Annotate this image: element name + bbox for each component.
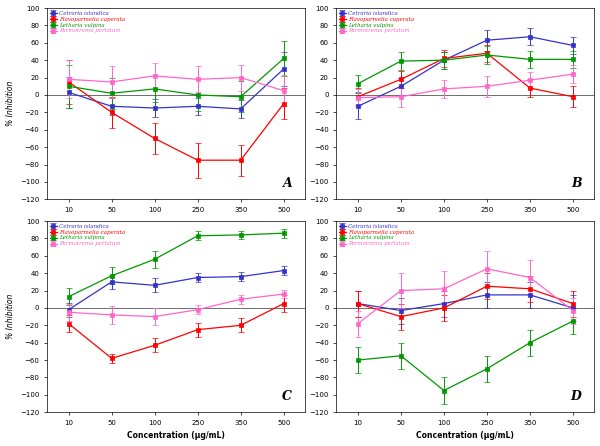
Legend: Cetraria islandica, Flavoparmelia caperata, Letharia vulpina, Parmotrema perlatu: Cetraria islandica, Flavoparmelia capera…	[49, 10, 126, 34]
Y-axis label: % Inhibition: % Inhibition	[5, 81, 14, 126]
Legend: Cetraria islandica, Flavoparmelia caperata, Letharia vulpina, Parmotrema perlatu: Cetraria islandica, Flavoparmelia capera…	[49, 223, 126, 248]
Text: C: C	[282, 390, 292, 403]
Text: D: D	[571, 390, 581, 403]
X-axis label: Concentration (μg/mL): Concentration (μg/mL)	[127, 431, 225, 441]
Legend: Cetraria islandica, Flavoparmelia caperata, Letharia vulpina, Parmotrema perlatu: Cetraria islandica, Flavoparmelia capera…	[338, 223, 415, 248]
Text: B: B	[571, 177, 581, 190]
Legend: Cetraria islandica, Flavoparmelia caperata, Letharia vulpina, Parmotrema perlatu: Cetraria islandica, Flavoparmelia capera…	[338, 10, 415, 34]
Text: A: A	[283, 177, 292, 190]
X-axis label: Concentration (μg/mL): Concentration (μg/mL)	[416, 431, 514, 441]
Y-axis label: % Inhibition: % Inhibition	[5, 294, 14, 339]
